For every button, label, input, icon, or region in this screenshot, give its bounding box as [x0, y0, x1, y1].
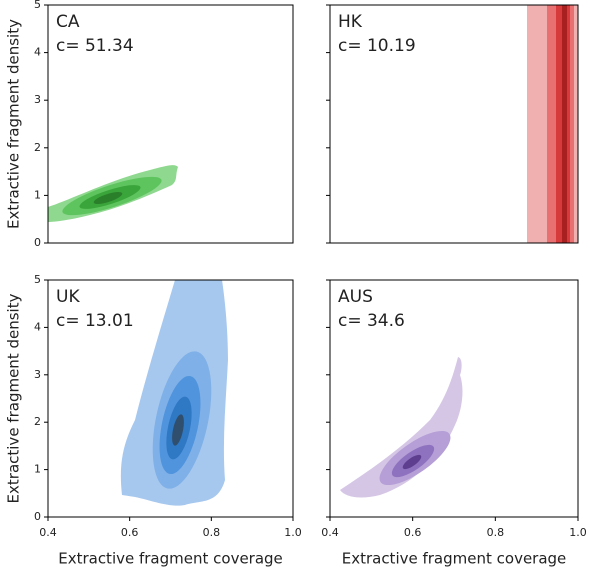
y-tick-label: 2: [34, 415, 41, 428]
y-axis-label: Extractive fragment density: [5, 19, 23, 229]
x-tick-label: 0.6: [121, 526, 139, 539]
x-tick-label: 1.0: [284, 526, 302, 539]
density-contours: [48, 5, 578, 506]
x-tick-label: 0.8: [487, 526, 505, 539]
y-tick-label: 3: [34, 368, 41, 381]
panel-annotation: c= 51.34: [56, 36, 134, 56]
x-tick-label: 1.0: [569, 526, 587, 539]
y-tick-label: 0: [34, 510, 41, 523]
y-tick-label: 4: [34, 320, 41, 333]
axes-frame: [47, 279, 294, 518]
x-tick-label: 0.4: [321, 526, 339, 539]
y-tick-label: 1: [34, 188, 41, 201]
y-tick-label: 4: [34, 46, 41, 59]
y-tick-label: 3: [34, 93, 41, 106]
panel-title: AUS: [338, 287, 373, 307]
axes-frame: [329, 4, 579, 244]
x-tick-label: 0.4: [39, 526, 57, 539]
x-tick-label: 0.6: [404, 526, 422, 539]
panel-annotation: c= 34.6: [338, 311, 405, 331]
panel-annotation: c= 10.19: [338, 36, 416, 56]
panel-annotation: c= 13.01: [56, 311, 134, 331]
y-tick-label: 1: [34, 463, 41, 476]
y-axis-label: Extractive fragment density: [5, 293, 23, 503]
y-tick-label: 2: [34, 141, 41, 154]
y-tick-label: 0: [34, 236, 41, 249]
y-tick-label: 5: [34, 0, 41, 11]
axes-frame: [329, 279, 579, 518]
y-tick-label: 5: [34, 273, 41, 286]
panel-title: CA: [56, 12, 80, 32]
x-tick-label: 0.8: [203, 526, 221, 539]
panel-title: UK: [56, 287, 80, 307]
x-axis-label: Extractive fragment coverage: [58, 550, 283, 568]
axes-frame: [47, 4, 294, 244]
x-axis-label: Extractive fragment coverage: [342, 550, 567, 568]
panel-title: HK: [338, 12, 363, 32]
